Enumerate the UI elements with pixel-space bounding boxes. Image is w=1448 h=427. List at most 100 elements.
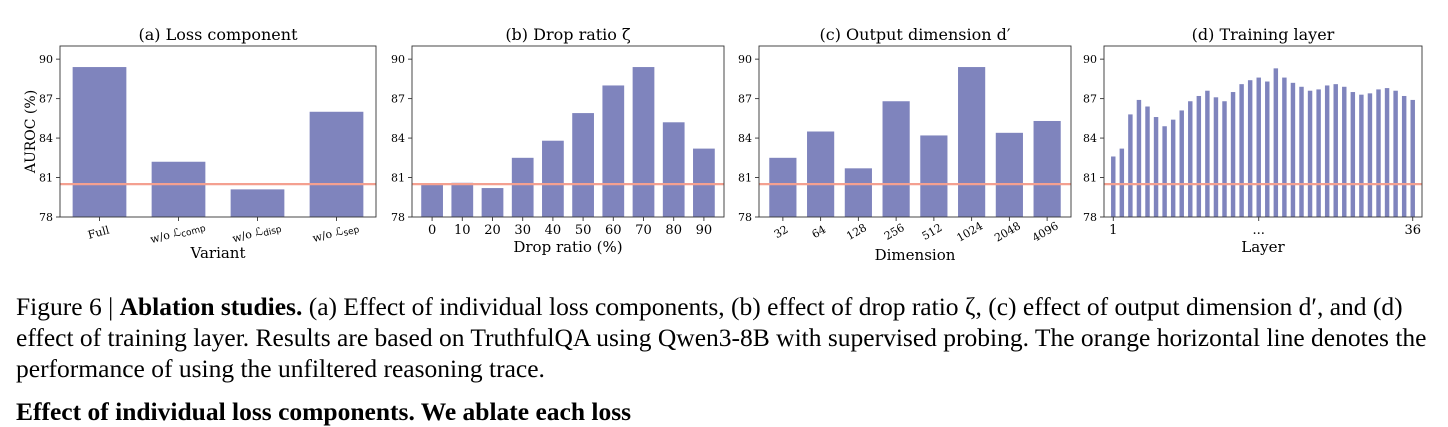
bar-30: [511, 157, 534, 217]
x-tick-label: 4096: [1030, 219, 1061, 244]
x-tick-label: ...: [1253, 223, 1265, 238]
y-tick-label: 78: [1083, 211, 1097, 224]
x-tick-label: 36: [1404, 223, 1421, 238]
y-tick-label: 81: [391, 172, 405, 185]
bar-w/o ℒsep: [309, 111, 364, 217]
x-tick-label: 30: [514, 223, 531, 238]
bar-4: [1136, 99, 1142, 217]
chart-title: (a) Loss component: [138, 25, 298, 44]
bar-64: [807, 131, 835, 217]
bar-22: [1290, 82, 1296, 217]
bar-31: [1367, 93, 1373, 217]
bar-8: [1170, 119, 1176, 217]
y-tick-label: 87: [391, 93, 405, 106]
x-tick-label: 70: [635, 223, 652, 238]
chart-title: (b) Drop ratio ζ: [505, 25, 631, 44]
chart-title: (d) Training layer: [1192, 25, 1335, 44]
bar-512: [920, 135, 948, 217]
bar-17: [1247, 80, 1253, 217]
x-tick-label: 128: [844, 221, 869, 243]
bar-35: [1401, 95, 1407, 217]
x-tick-label: 90: [696, 223, 713, 238]
y-tick-label: 81: [39, 172, 53, 185]
bar-1024: [958, 67, 986, 217]
chart-panel-3: (c) Output dimension d′ 78 81 84 87 90 32 64 128…: [738, 25, 1072, 264]
x-tick-label: 10: [454, 223, 471, 238]
caption-bold: Ablation studies.: [119, 292, 303, 321]
bar-6: [1153, 117, 1159, 217]
bar-30: [1359, 94, 1364, 217]
bar-20: [481, 188, 504, 217]
y-tick-label: 90: [39, 53, 53, 66]
bar-28: [1342, 86, 1347, 217]
next-section-heading: Effect of individual loss components. We…: [16, 397, 632, 426]
y-tick-label: 78: [391, 211, 405, 224]
x-tick-label: 60: [605, 223, 622, 238]
bar-13: [1213, 97, 1219, 217]
caption-text: (a) Effect of individual loss components…: [16, 292, 1427, 383]
y-tick-label: 78: [738, 211, 752, 224]
bar-Full: [72, 67, 127, 217]
y-tick-label: 84: [39, 132, 53, 145]
bar-32: [769, 157, 797, 217]
y-axis-label: AUROC (%): [23, 90, 39, 174]
bar-90: [693, 148, 715, 217]
bar-50: [572, 113, 594, 217]
x-tick-label: 20: [484, 223, 501, 238]
bar-24: [1307, 90, 1313, 217]
x-axis-label: Variant: [190, 244, 246, 262]
y-tick-label: 90: [1083, 53, 1097, 66]
bar-29: [1350, 92, 1356, 217]
bar-11: [1196, 95, 1202, 217]
figure-caption: Figure 6 | Ablation studies. (a) Effect …: [16, 291, 1440, 384]
y-tick-label: 90: [738, 53, 752, 66]
x-tick-label: 256: [882, 221, 907, 243]
bar-33: [1384, 88, 1390, 217]
x-tick-label: 40: [545, 223, 562, 238]
x-tick-label: 0: [428, 223, 436, 238]
bar-12: [1205, 90, 1210, 217]
bar-10: [451, 182, 474, 217]
bar-14: [1222, 101, 1227, 217]
bar-23: [1299, 86, 1304, 217]
x-tick-label: 50: [575, 223, 592, 238]
bar-3: [1128, 114, 1133, 217]
y-tick-label: 87: [39, 93, 53, 106]
plot-frame: [411, 45, 725, 218]
bar-w/o ℒdisp: [230, 189, 285, 217]
bar-21: [1282, 77, 1287, 217]
bar-40: [542, 140, 564, 217]
y-tick-label: 81: [1083, 172, 1097, 185]
y-tick-label: 87: [738, 93, 752, 106]
bar-7: [1162, 126, 1167, 217]
bar-10: [1188, 101, 1193, 217]
y-tick-label: 90: [391, 53, 405, 66]
bar-2048: [995, 132, 1023, 217]
x-tick-label: Full: [86, 223, 111, 241]
chart-panel-4: (d) Training layer 78 81 84 87 90 1... 36 Layer: [1083, 25, 1423, 256]
bar-34: [1393, 90, 1398, 217]
chart-title: (c) Output dimension d′: [820, 25, 1011, 44]
bar-60: [602, 85, 625, 218]
bar-5: [1145, 106, 1150, 217]
bar-25: [1316, 89, 1321, 217]
x-axis-label: Layer: [1241, 238, 1285, 256]
plot-frame: [758, 45, 1072, 218]
plot-frame: [59, 45, 377, 218]
x-tick-label: 2048: [992, 219, 1023, 244]
y-tick-label: 87: [1083, 93, 1097, 106]
bar-4096: [1033, 120, 1061, 217]
bar-2: [1119, 148, 1125, 217]
y-tick-label: 84: [738, 132, 752, 145]
bar-26: [1324, 85, 1330, 218]
chart-panel-2: (b) Drop ratio ζ 78 81 84 87 90 0 10 20 30 40 50 60 7…: [391, 25, 725, 256]
y-tick-label: 78: [39, 211, 53, 224]
bar-256: [882, 101, 910, 217]
bar-1: [1111, 156, 1116, 217]
bar-27: [1333, 84, 1338, 218]
bar-16: [1239, 84, 1244, 218]
bar-w/o ℒcomp: [151, 161, 206, 217]
x-tick-label: 64: [810, 223, 829, 241]
